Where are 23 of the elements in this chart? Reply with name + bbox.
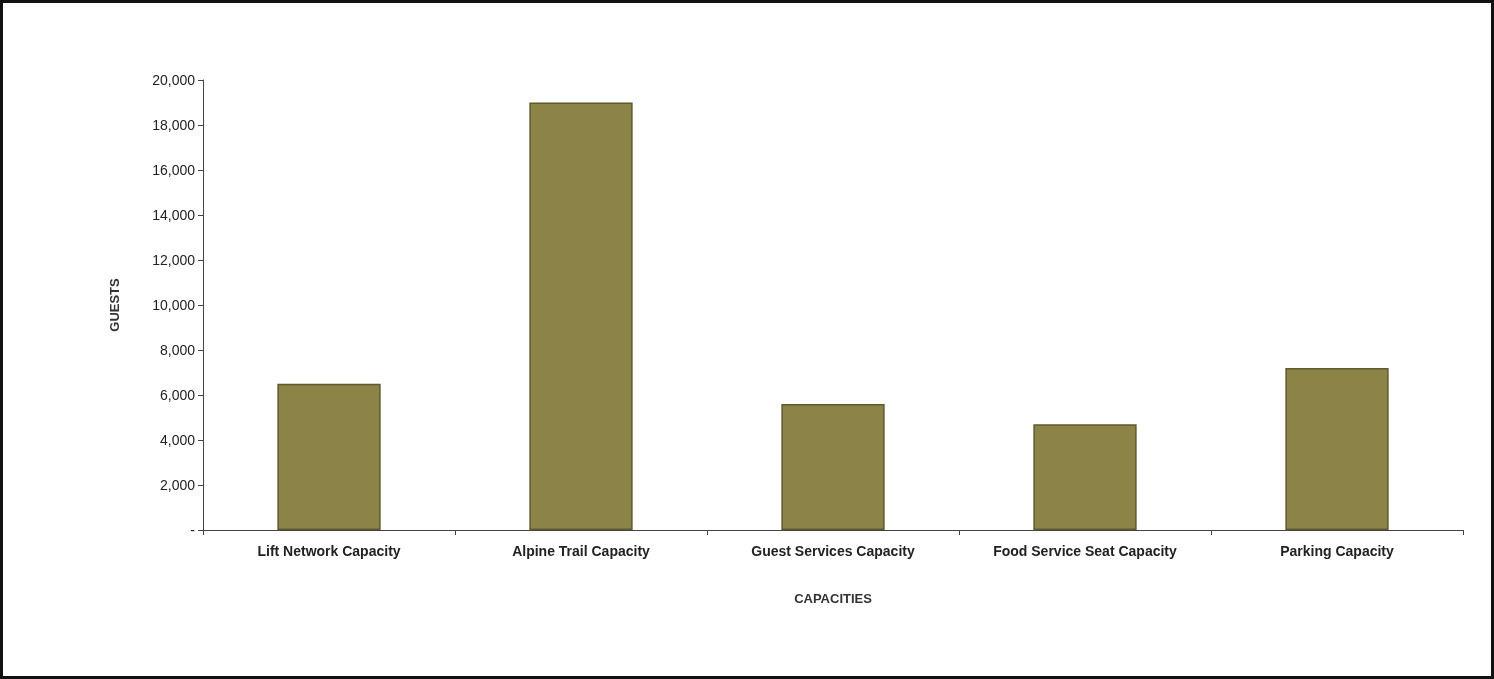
bar: [781, 404, 885, 530]
y-tick-label: 20,000: [152, 72, 196, 88]
y-tick-label: 10,000: [152, 297, 196, 313]
bar: [529, 102, 633, 530]
y-tick-label: 16,000: [152, 162, 196, 178]
y-tick-label: 6,000: [159, 387, 196, 403]
x-tick-label: Parking Capacity: [1280, 543, 1395, 559]
x-tick-label: Guest Services Capacity: [751, 543, 915, 559]
y-tick-label: 4,000: [159, 432, 196, 448]
bar: [1033, 424, 1137, 530]
x-tick-label: Food Service Seat Capacity: [993, 543, 1178, 559]
x-tick-label: Alpine Trail Capacity: [512, 543, 651, 559]
y-axis-title: GUESTS: [107, 277, 122, 332]
bar: [1285, 368, 1389, 530]
y-tick-label: 2,000: [159, 477, 196, 493]
y-tick-label: 12,000: [152, 252, 196, 268]
x-axis-title: CAPACITIES: [794, 591, 873, 606]
bar: [277, 383, 381, 530]
y-tick-label: 14,000: [152, 207, 196, 223]
x-tick-label: Lift Network Capacity: [257, 543, 401, 559]
y-tick-label: -: [190, 522, 196, 538]
y-tick-label: 8,000: [159, 342, 196, 358]
y-tick-label: 18,000: [152, 117, 196, 133]
